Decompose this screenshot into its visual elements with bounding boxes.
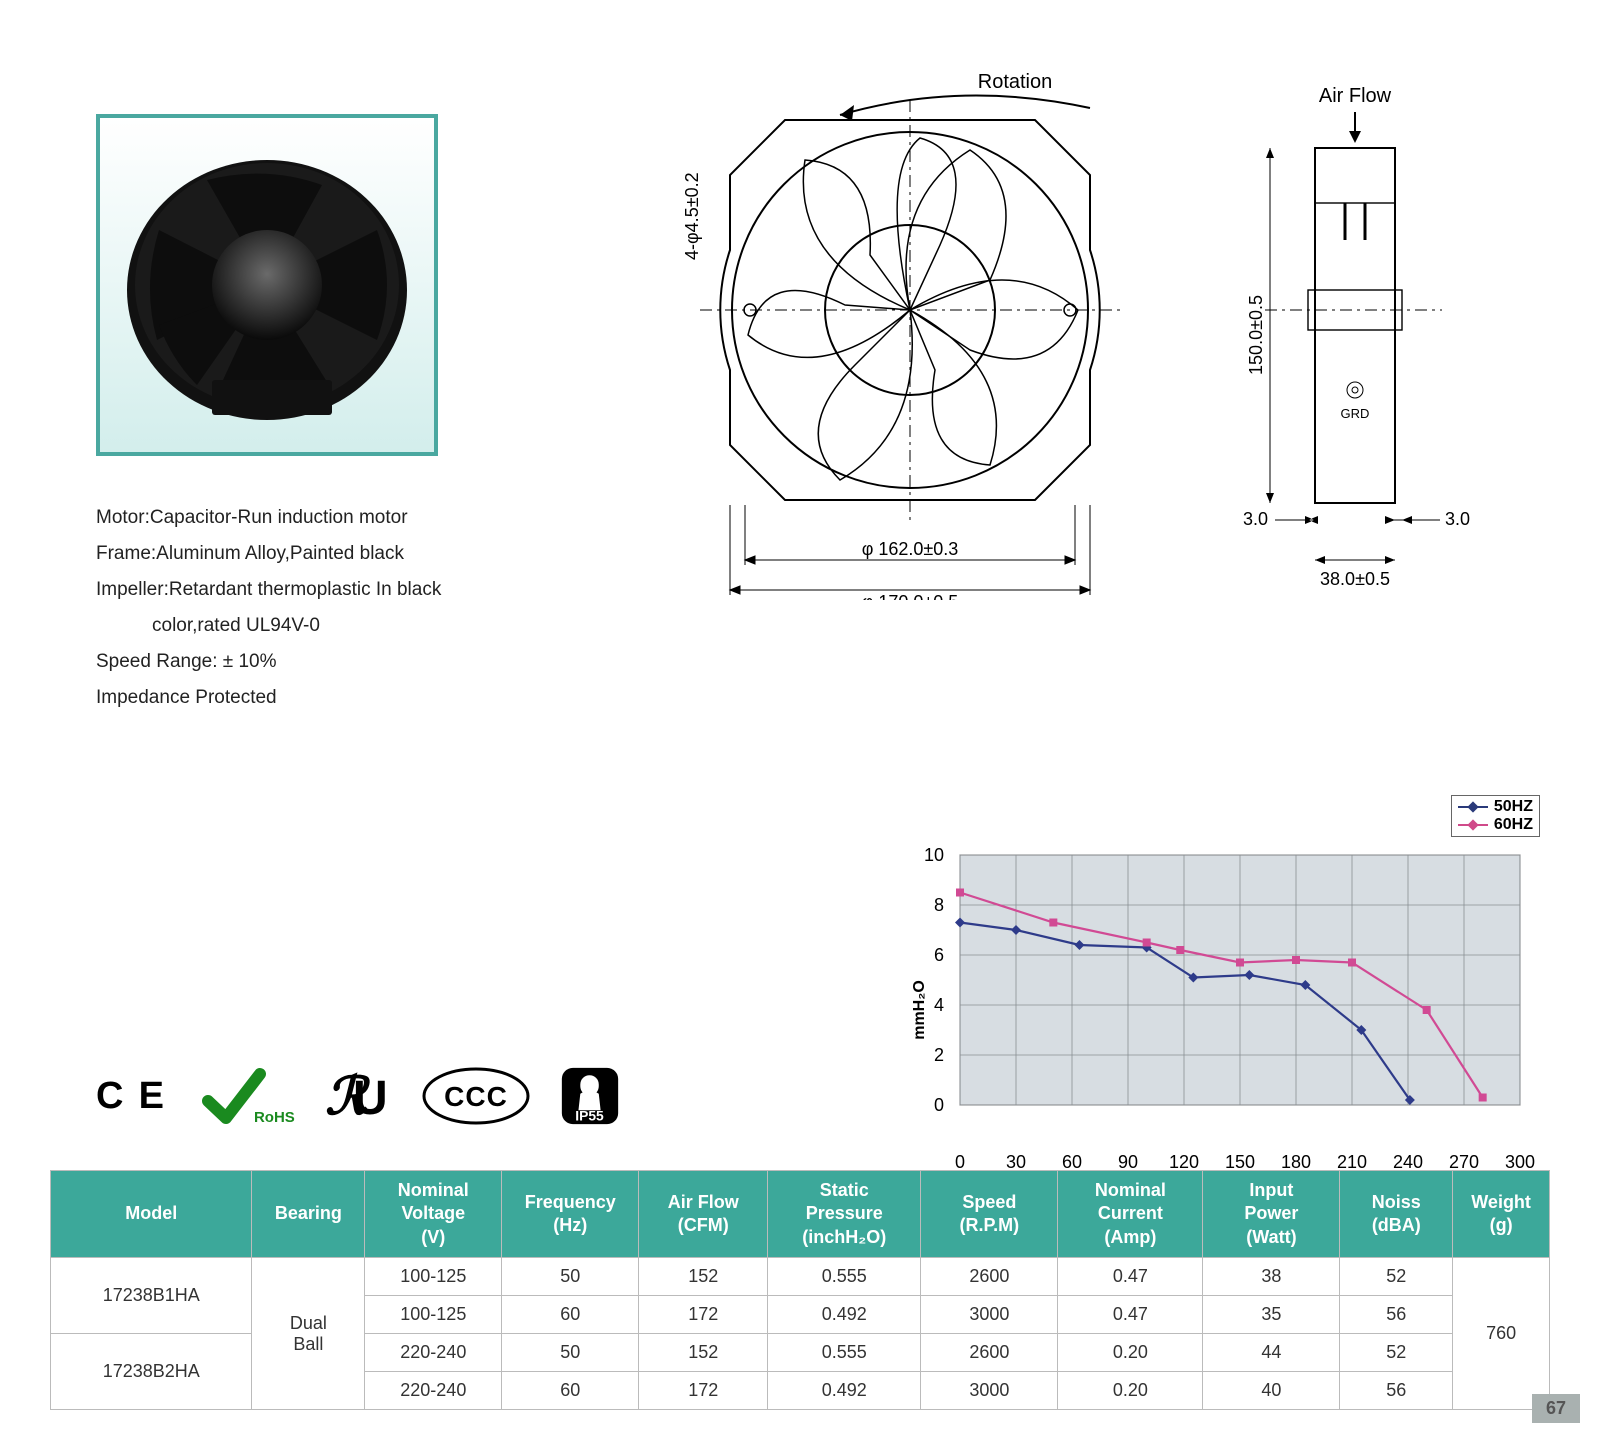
- certifications-row: C E RoHS ℛU CCC IP55: [96, 1066, 621, 1126]
- performance-chart: 50HZ 60HZ mmH₂O 030609012015018021024027…: [920, 850, 1540, 1170]
- cert-ru: ℛU: [323, 1066, 393, 1126]
- product-photo-illustration: [117, 135, 417, 435]
- table-header: Bearing: [252, 1171, 365, 1258]
- table-cell: 760: [1453, 1258, 1550, 1410]
- svg-text:Air Flow: Air Flow: [1319, 85, 1392, 107]
- table-cell: 3000: [921, 1372, 1058, 1410]
- table-header: Weight(g): [1453, 1171, 1550, 1258]
- table-cell: 60: [502, 1296, 639, 1334]
- table-cell: 2600: [921, 1258, 1058, 1296]
- table-cell: 220-240: [365, 1334, 502, 1372]
- spec-line: color,rated UL94V-0: [96, 608, 596, 644]
- ytick: 10: [924, 845, 944, 866]
- table-cell: 50: [502, 1258, 639, 1296]
- table-cell: 0.555: [768, 1258, 921, 1296]
- ytick: 0: [934, 1095, 944, 1116]
- cert-ce: C E: [96, 1066, 170, 1126]
- table-cell: 172: [639, 1296, 768, 1334]
- cert-ip55: IP55: [559, 1066, 621, 1126]
- cert-rohs: RoHS: [198, 1066, 295, 1126]
- ytick: 8: [934, 895, 944, 916]
- page-number: 67: [1532, 1394, 1580, 1423]
- table-cell: DualBall: [252, 1258, 365, 1410]
- table-cell: 172: [639, 1372, 768, 1410]
- svg-text:GRD: GRD: [1341, 406, 1370, 421]
- technical-drawing: Rotation: [660, 60, 1540, 600]
- spec-line: Motor:Capacitor-Run induction motor: [96, 500, 596, 536]
- table-cell: 17238B1HA: [51, 1258, 252, 1334]
- table-cell: 60: [502, 1372, 639, 1410]
- spec-line: Impedance Protected: [96, 680, 596, 716]
- table-cell: 152: [639, 1334, 768, 1372]
- svg-text:3.0: 3.0: [1445, 509, 1470, 529]
- table-cell: 44: [1203, 1334, 1340, 1372]
- spec-line: Speed Range: ± 10%: [96, 644, 596, 680]
- spec-line: Impeller:Retardant thermoplastic In blac…: [96, 572, 596, 608]
- chart-legend: 50HZ 60HZ: [1451, 795, 1540, 837]
- table-cell: 56: [1340, 1372, 1453, 1410]
- table-header: StaticPressure(inchH₂O): [768, 1171, 921, 1258]
- datasheet-page: Motor:Capacitor-Run induction motorFrame…: [20, 20, 1580, 1413]
- table-header: NominalVoltage(V): [365, 1171, 502, 1258]
- table-header: NominalCurrent(Amp): [1058, 1171, 1203, 1258]
- table-header: Noiss(dBA): [1340, 1171, 1453, 1258]
- table-cell: 0.492: [768, 1372, 921, 1410]
- svg-text:IP55: IP55: [575, 1107, 604, 1123]
- svg-text:150.0±0.5: 150.0±0.5: [1246, 295, 1266, 375]
- svg-text:φ 170.0±0.5: φ 170.0±0.5: [862, 592, 959, 600]
- svg-text:38.0±0.5: 38.0±0.5: [1320, 569, 1390, 589]
- product-photo-frame: [96, 114, 438, 456]
- ytick: 2: [934, 1045, 944, 1066]
- table-cell: 0.555: [768, 1334, 921, 1372]
- table-header: Speed(R.P.M): [921, 1171, 1058, 1258]
- svg-text:CCC: CCC: [444, 1081, 508, 1112]
- svg-text:φ 162.0±0.3: φ 162.0±0.3: [862, 539, 959, 559]
- table-cell: 220-240: [365, 1372, 502, 1410]
- table-cell: 0.492: [768, 1296, 921, 1334]
- table-cell: 56: [1340, 1296, 1453, 1334]
- table-cell: 52: [1340, 1258, 1453, 1296]
- table-cell: 40: [1203, 1372, 1340, 1410]
- table-cell: 100-125: [365, 1296, 502, 1334]
- table-cell: 38: [1203, 1258, 1340, 1296]
- table-cell: 152: [639, 1258, 768, 1296]
- table-cell: 0.47: [1058, 1296, 1203, 1334]
- ytick: 6: [934, 945, 944, 966]
- spec-line: Frame:Aluminum Alloy,Painted black: [96, 536, 596, 572]
- table-header: Frequency(Hz): [502, 1171, 639, 1258]
- table-cell: 100-125: [365, 1258, 502, 1296]
- table-header: Model: [51, 1171, 252, 1258]
- table-cell: 3000: [921, 1296, 1058, 1334]
- table-header: InputPower(Watt): [1203, 1171, 1340, 1258]
- svg-text:4-φ4.5±0.2: 4-φ4.5±0.2: [682, 172, 702, 260]
- table-cell: 2600: [921, 1334, 1058, 1372]
- ytick: 4: [934, 995, 944, 1016]
- specifications-table: ModelBearingNominalVoltage(V)Frequency(H…: [50, 1170, 1550, 1410]
- table-cell: 52: [1340, 1334, 1453, 1372]
- table-cell: 0.47: [1058, 1258, 1203, 1296]
- table-cell: 0.20: [1058, 1334, 1203, 1372]
- table-header: Air Flow(CFM): [639, 1171, 768, 1258]
- table-cell: 0.20: [1058, 1372, 1203, 1410]
- table-cell: 17238B2HA: [51, 1334, 252, 1410]
- product-specs-text: Motor:Capacitor-Run induction motorFrame…: [96, 500, 596, 717]
- svg-text:U: U: [353, 1072, 388, 1125]
- rotation-label: Rotation: [978, 71, 1053, 93]
- cert-ccc: CCC: [421, 1066, 531, 1126]
- table-cell: 35: [1203, 1296, 1340, 1334]
- table-cell: 50: [502, 1334, 639, 1372]
- svg-text:3.0: 3.0: [1243, 509, 1268, 529]
